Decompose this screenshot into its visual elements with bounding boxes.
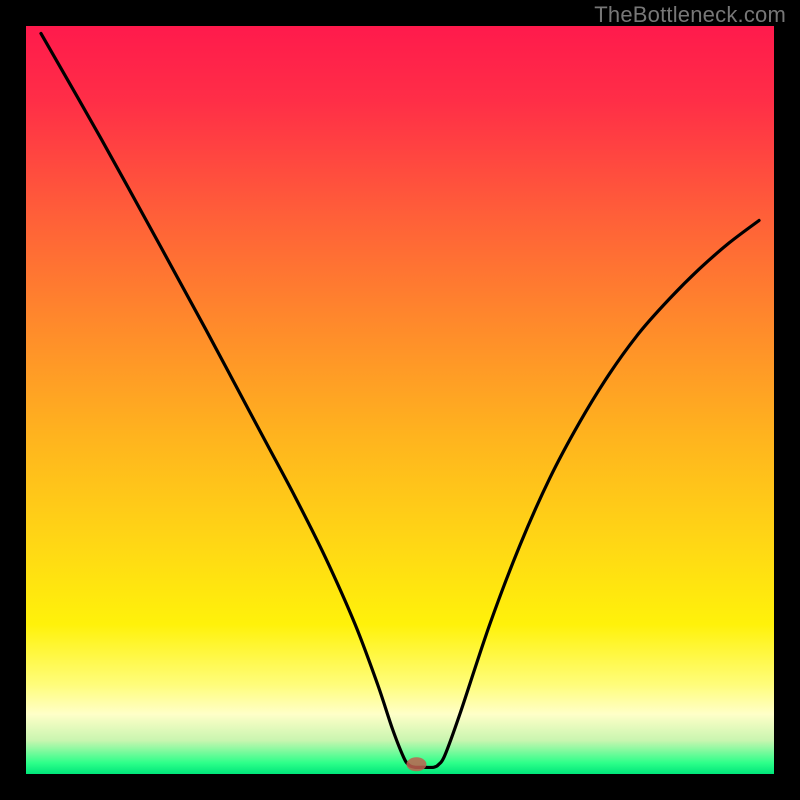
chart-stage: TheBottleneck.com	[0, 0, 800, 800]
bottleneck-chart	[0, 0, 800, 800]
minimum-marker	[406, 757, 426, 771]
plot-background	[26, 26, 774, 774]
watermark-text: TheBottleneck.com	[594, 2, 786, 28]
